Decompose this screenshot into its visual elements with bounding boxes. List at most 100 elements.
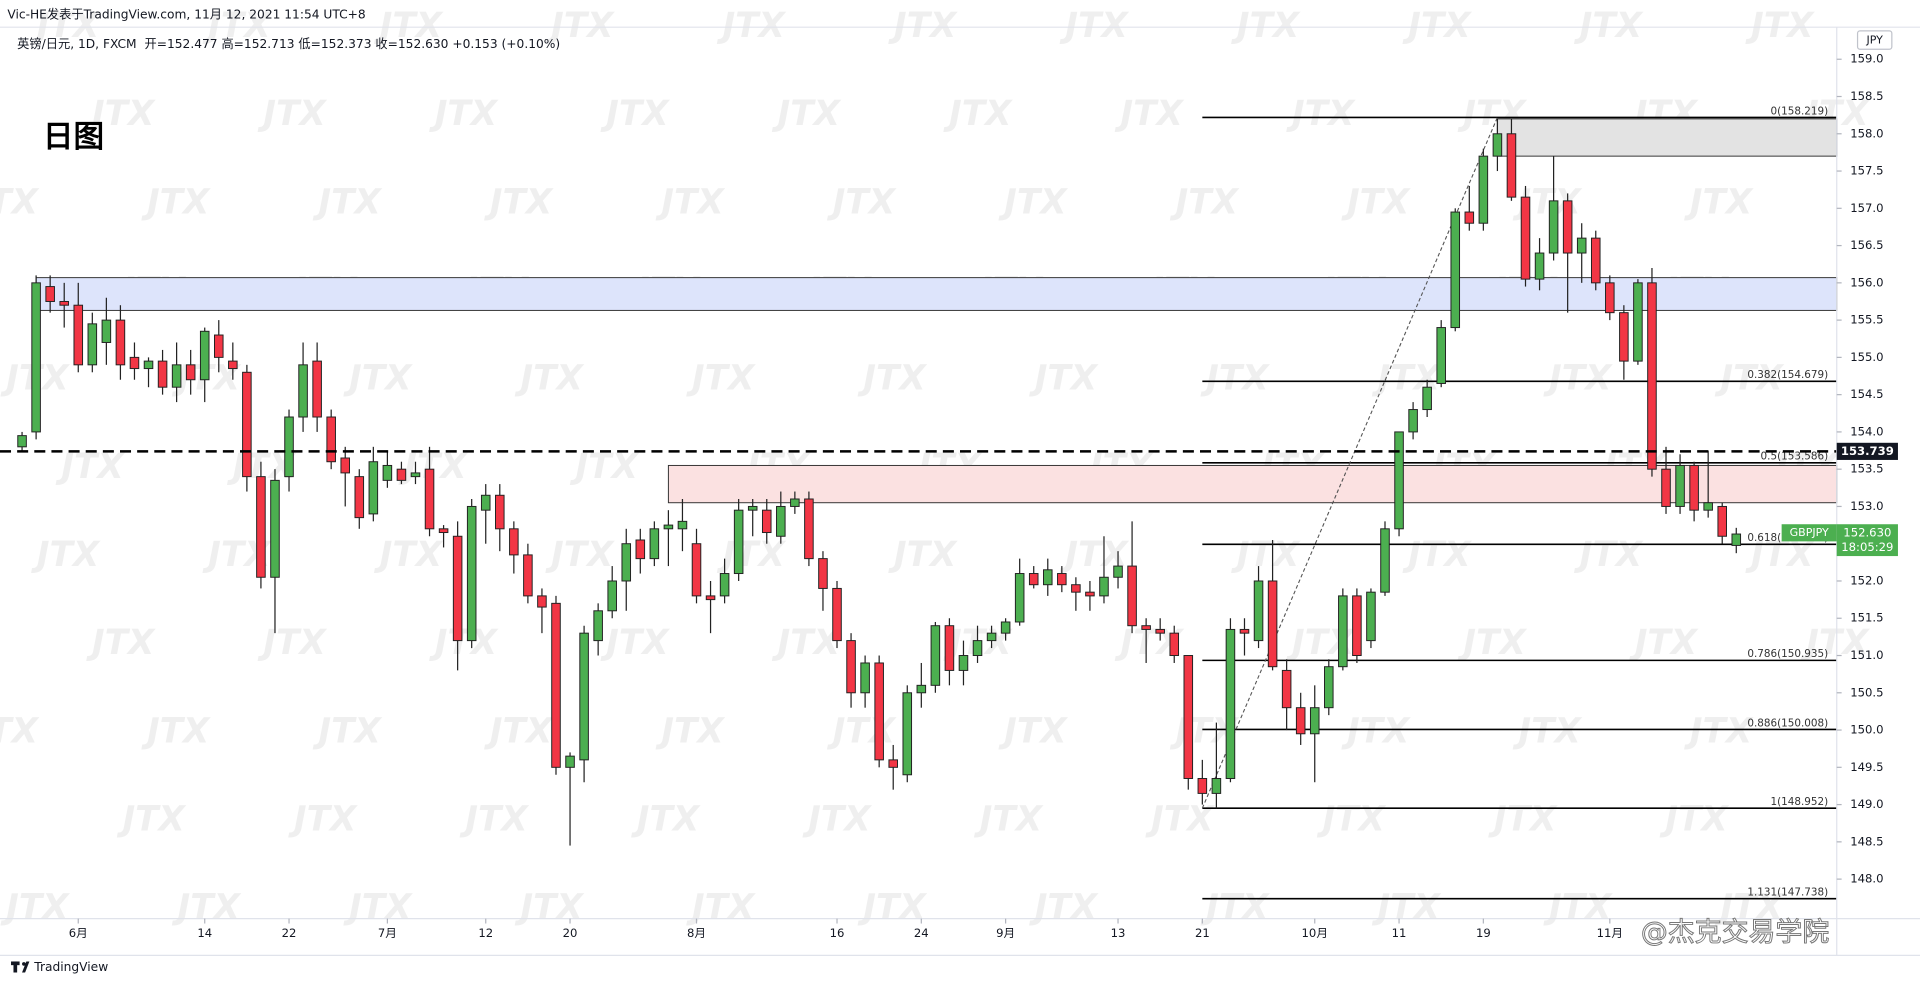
watermark: JTX (1029, 888, 1099, 928)
candle-body (1731, 533, 1742, 546)
candle-body (1309, 707, 1320, 735)
watermark: JTX (1574, 535, 1644, 575)
x-tick-label: 22 (282, 926, 297, 940)
candle-body (649, 528, 660, 560)
watermark: JTX (686, 359, 756, 399)
candle-body (1717, 505, 1727, 537)
candle-body (1478, 155, 1489, 224)
watermark: JTX (943, 94, 1013, 134)
watermark: JTX (1659, 799, 1729, 839)
candle-body (298, 364, 308, 418)
candle-body (607, 580, 617, 612)
x-tick-label: 11 (1392, 926, 1407, 940)
candle-body (31, 282, 41, 433)
candle-body (1338, 595, 1348, 668)
chart-title: 日图 (43, 120, 104, 155)
candle-body (1520, 196, 1531, 280)
y-tick-label: 152.0 (1850, 573, 1883, 587)
candle-body (1295, 707, 1306, 735)
candle-body (1113, 565, 1123, 578)
candle-body (368, 461, 379, 515)
brand: TradingView (33, 960, 108, 974)
watermark: JTX (514, 359, 584, 399)
y-tick-label: 153.5 (1850, 462, 1883, 476)
symbol: 英镑/日元, 1D, FXCM (17, 36, 136, 51)
candle-body (733, 509, 744, 575)
candle-body (804, 498, 814, 560)
x-tick-label: 20 (563, 926, 578, 940)
x-tick-label: 24 (914, 926, 929, 940)
candle-body (17, 435, 27, 448)
watermark: JTX (716, 6, 786, 46)
candle-body (986, 632, 997, 642)
candle-body (509, 528, 519, 556)
x-tick-label: 14 (197, 926, 212, 940)
watermark: JTX (802, 799, 872, 839)
watermark: JTX (312, 711, 382, 751)
candle-body (480, 494, 491, 511)
fib-label: 0.786(150.935) (1747, 648, 1828, 660)
y-tick-label: 151.0 (1850, 648, 1883, 662)
candle-body (1394, 431, 1404, 530)
watermark: JTX (484, 182, 554, 222)
y-tick-label: 158.0 (1850, 126, 1883, 140)
candle-body (846, 640, 856, 694)
y-tick-label: 155.0 (1850, 350, 1883, 364)
watermark: JTX (1114, 94, 1184, 134)
y-tick-label: 157.5 (1850, 164, 1883, 178)
watermark: JTX (600, 94, 670, 134)
candle-body (916, 684, 927, 694)
level-label: 153.739 (1841, 444, 1894, 458)
candle-body (1619, 312, 1629, 362)
candle-body (452, 535, 463, 642)
watermark: JTX (0, 888, 70, 928)
candle-body (1562, 200, 1573, 254)
watermark: JTX (1512, 711, 1582, 751)
candle-body (1211, 778, 1222, 794)
watermark: JTX (716, 535, 786, 575)
candle-body (818, 558, 828, 589)
candle-body (1253, 580, 1264, 642)
candle-body (1085, 591, 1095, 597)
watermark: JTX (0, 711, 40, 751)
candle-body (621, 543, 632, 582)
candle-body (761, 509, 772, 534)
x-tick-label: 19 (1476, 926, 1491, 940)
candle-body (1352, 595, 1362, 657)
candle-body (523, 554, 533, 597)
watermark: JTX (86, 623, 156, 663)
candle-body (1155, 628, 1165, 634)
candle-body (860, 662, 870, 694)
watermark: JTX (1341, 711, 1411, 751)
candle-body (312, 360, 322, 418)
currency: JPY (1865, 34, 1883, 47)
x-tick-label: 8月 (687, 926, 706, 940)
watermark: JTX (1629, 623, 1699, 663)
candle-body (1169, 632, 1180, 657)
candle-body (1422, 386, 1432, 411)
x-tick-label: 16 (830, 926, 845, 940)
candle-body (256, 476, 266, 578)
candle-body (1043, 569, 1053, 586)
y-tick-label: 157.0 (1850, 201, 1883, 215)
candle-body (1225, 628, 1236, 779)
watermark: JTX (1684, 182, 1754, 222)
candle-body (565, 755, 575, 768)
candle-body (691, 543, 702, 597)
candle-body (242, 371, 252, 478)
watermark: JTX (1684, 711, 1754, 751)
candle-body (228, 360, 238, 370)
y-tick-label: 156.5 (1850, 238, 1883, 252)
candle-body (593, 610, 603, 642)
price-tag-value: 152.630 (1843, 525, 1891, 539)
candle-body (1675, 464, 1685, 507)
candle-body (73, 304, 84, 366)
watermark: JTX (374, 6, 444, 46)
y-tick-label: 151.5 (1850, 611, 1883, 625)
watermark: JTX (0, 182, 40, 222)
watermark: JTX (1059, 6, 1129, 46)
watermark: JTX (974, 799, 1044, 839)
watermark: JTX (1714, 359, 1784, 399)
candle-body (677, 520, 688, 530)
watermark: JTX (31, 535, 101, 575)
